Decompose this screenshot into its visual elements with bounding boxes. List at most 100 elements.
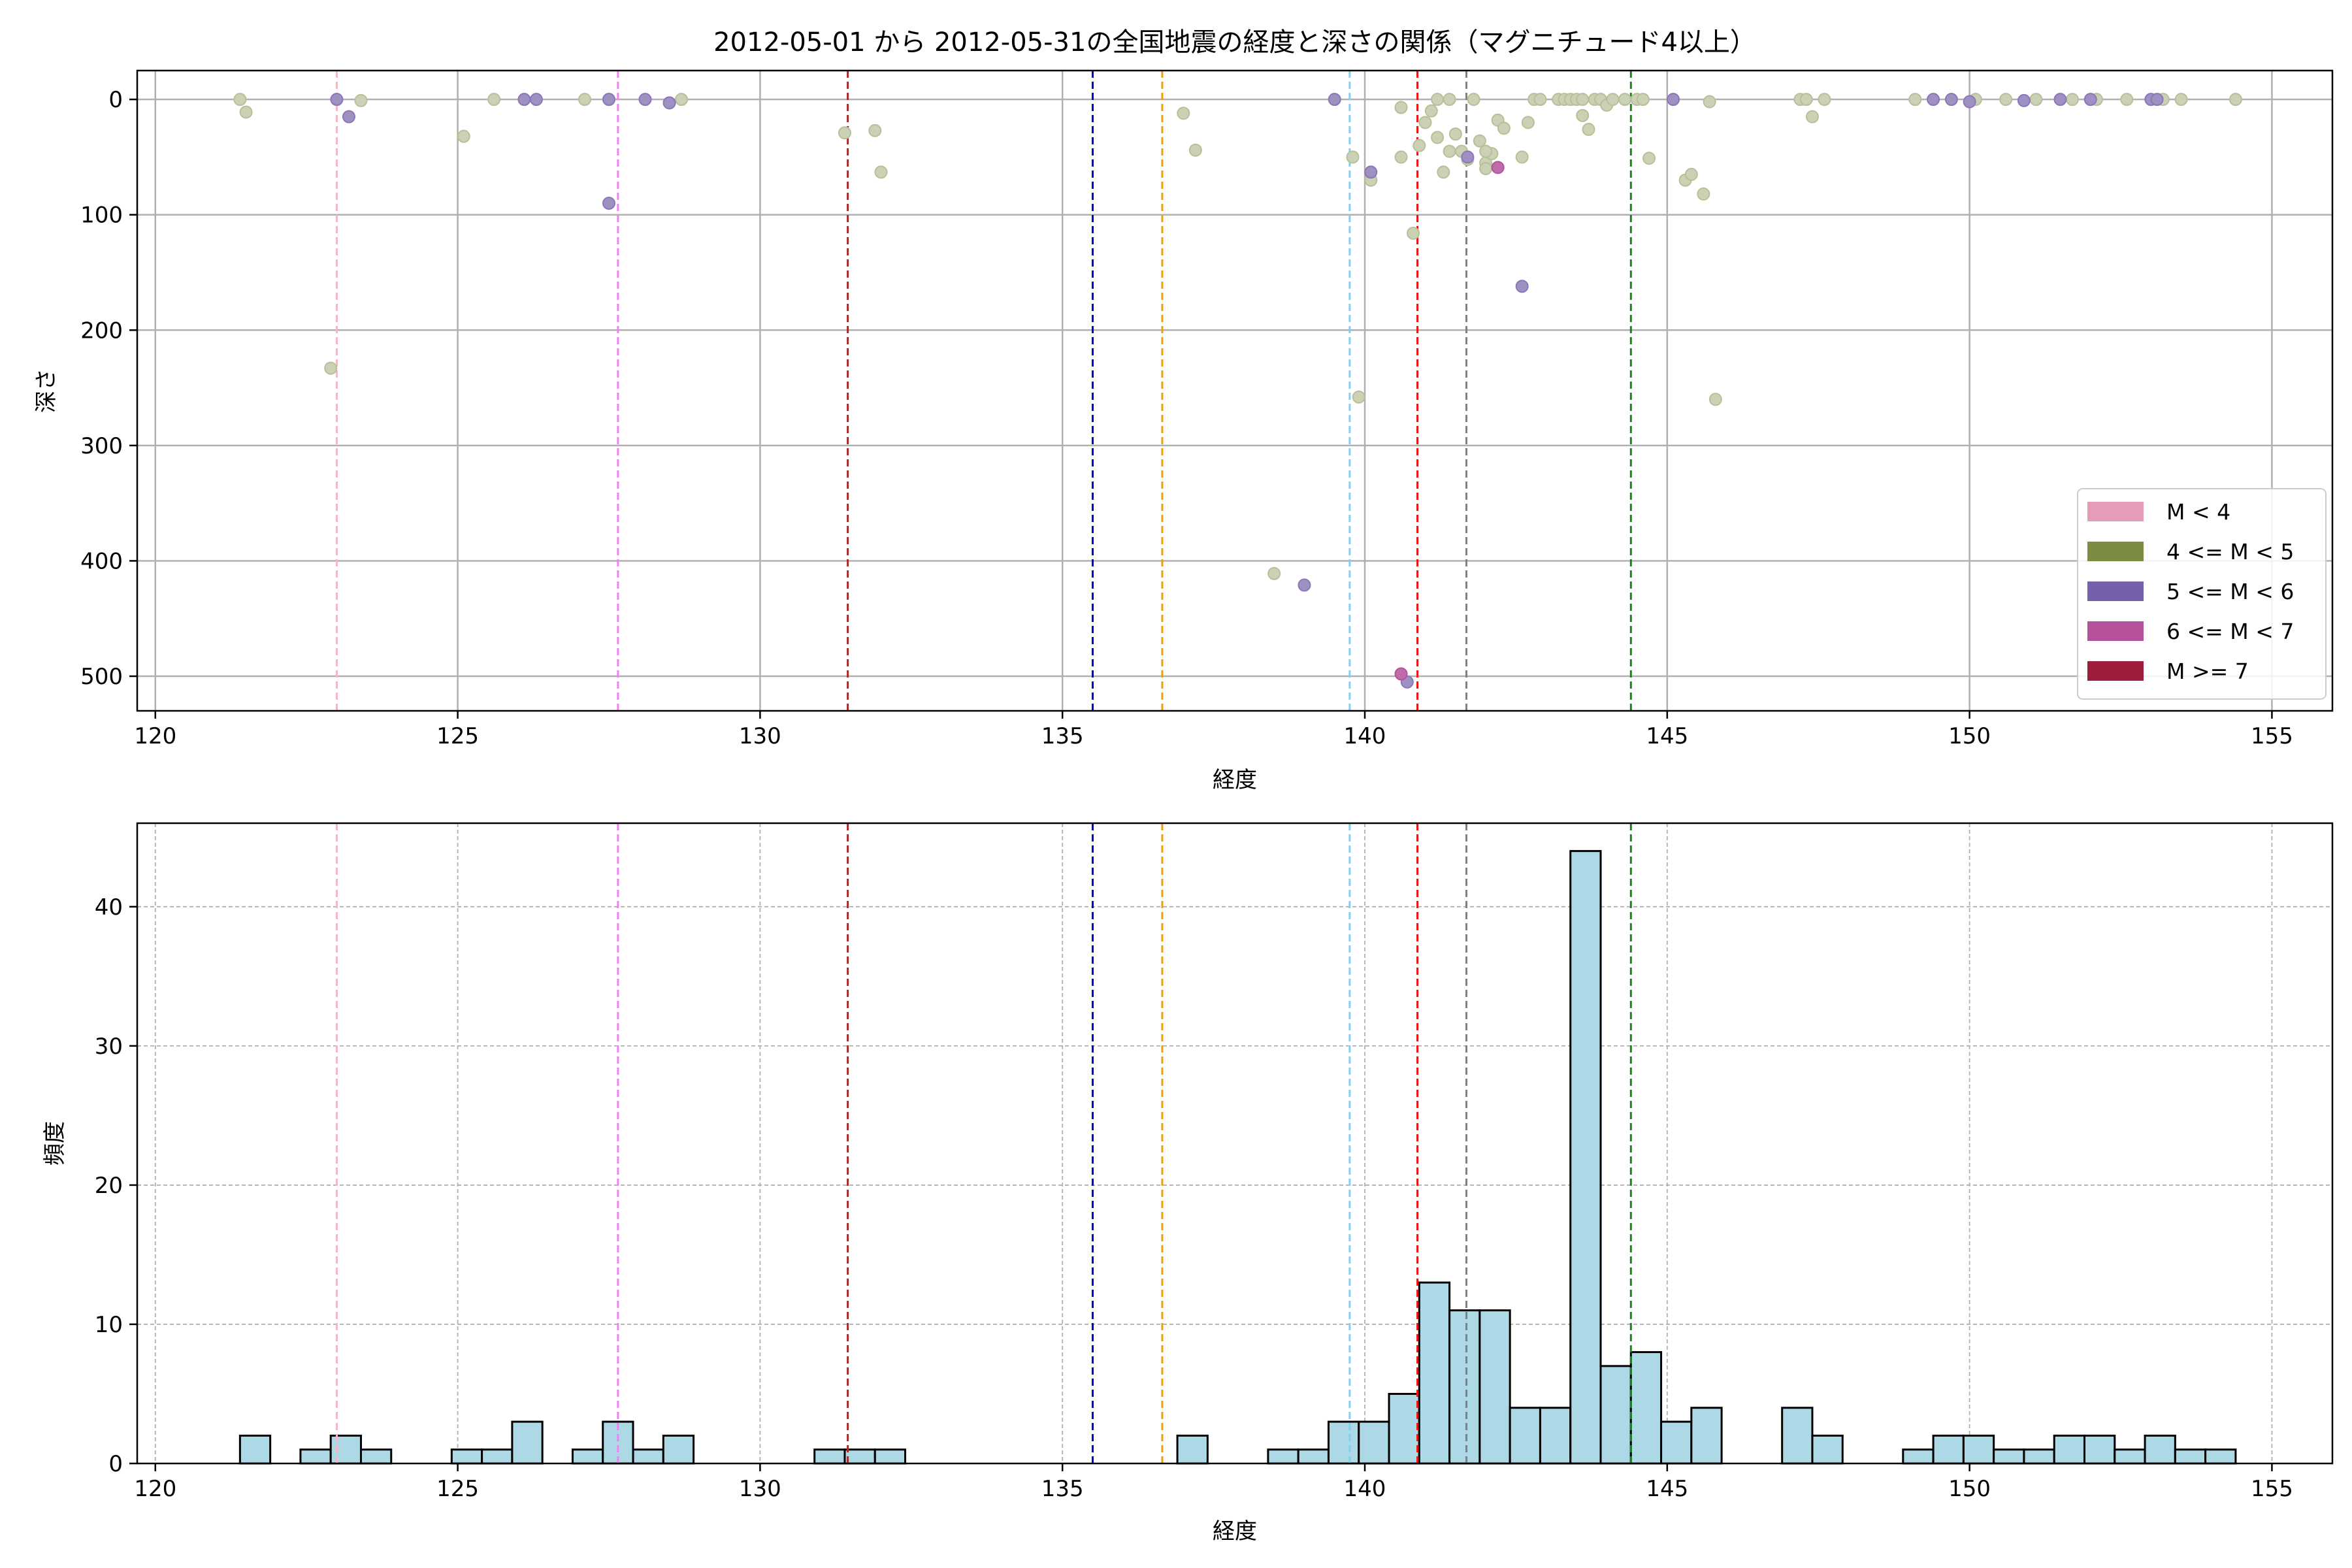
scatter-point xyxy=(233,93,247,106)
scatter-point xyxy=(1431,131,1445,144)
scatter-y-tick-label: 400 xyxy=(80,548,123,574)
scatter-point xyxy=(1618,93,1632,106)
scatter-y-tick-label: 500 xyxy=(80,664,123,690)
scatter-point xyxy=(1703,95,1716,108)
histogram-y-ticks: 0 10 20 30 40 xyxy=(95,894,137,1477)
histogram-bar xyxy=(571,1448,604,1465)
scatter-y-ticks: 0 100 200 300 400 500 xyxy=(80,87,137,690)
histogram-axes-frame xyxy=(136,822,2334,1465)
histogram-bar xyxy=(1358,1420,1390,1465)
histogram-bar xyxy=(2053,1434,2085,1465)
histogram-x-axis-label: 経度 xyxy=(1213,1518,1257,1544)
scatter-x-tick-label: 155 xyxy=(2251,723,2293,749)
legend-swatch xyxy=(2087,502,2144,521)
scatter-point xyxy=(2065,93,2079,106)
scatter-point xyxy=(1491,161,1505,174)
legend-swatch xyxy=(2087,581,2144,601)
scatter-point xyxy=(1394,150,1408,164)
legend-box xyxy=(2077,488,2327,700)
scatter-point xyxy=(1963,95,1976,108)
scatter-x-tick-label: 130 xyxy=(739,723,781,749)
histogram-y-tick-label: 0 xyxy=(108,1451,123,1477)
legend-label: M >= 7 xyxy=(2166,659,2249,684)
scatter-point xyxy=(602,197,615,210)
scatter-point xyxy=(2017,93,2031,107)
scatter-point xyxy=(1708,393,1722,406)
scatter-point xyxy=(1394,667,1408,681)
scatter-point xyxy=(1642,152,1656,165)
scatter-point xyxy=(1418,116,1432,129)
histogram-bar xyxy=(1811,1434,1844,1465)
histogram-x-tick-label: 125 xyxy=(436,1476,479,1502)
legend-label: M < 4 xyxy=(2166,499,2230,525)
histogram-bar xyxy=(1539,1407,1572,1465)
scatter-point xyxy=(1437,165,1450,179)
histogram-y-tick-label: 40 xyxy=(95,894,123,921)
scatter-point xyxy=(1684,167,1698,181)
scatter-point xyxy=(1515,150,1529,164)
scatter-point xyxy=(1818,93,1831,106)
scatter-point xyxy=(1636,93,1650,106)
scatter-point xyxy=(529,93,543,106)
scatter-chart: 120 125 130 135 140 145 150 155 0 100 200 300 400 50… xyxy=(33,69,2334,793)
scatter-point xyxy=(1805,110,1819,123)
scatter-reference-lines xyxy=(335,71,1632,711)
scatter-point xyxy=(874,165,888,179)
legend-swatch xyxy=(2087,661,2144,681)
histogram-y-tick-label: 30 xyxy=(95,1034,123,1060)
histogram-bar xyxy=(632,1448,664,1465)
scatter-point xyxy=(2120,93,2134,106)
scatter-y-axis-label: 深さ xyxy=(33,368,59,413)
scatter-x-axis-label: 経度 xyxy=(1213,767,1257,793)
scatter-x-tick-label: 135 xyxy=(1041,723,1084,749)
scatter-point xyxy=(1188,143,1202,157)
histogram-reference-lines xyxy=(335,823,1632,1463)
histogram-bar xyxy=(874,1448,907,1465)
legend-swatch xyxy=(2087,621,2144,641)
legend-items: M < 4 4 <= M < 5 5 <= M < 6 6 <= M < 7 M >= … xyxy=(2087,499,2294,684)
scatter-point xyxy=(1515,280,1529,293)
histogram-bar xyxy=(843,1448,876,1465)
scatter-point xyxy=(675,93,689,106)
scatter-x-tick-label: 145 xyxy=(1646,723,1688,749)
histogram-bar xyxy=(299,1448,332,1465)
histogram-bar xyxy=(1629,1351,1663,1465)
histogram-bar xyxy=(2114,1448,2146,1465)
scatter-point xyxy=(1533,93,1547,106)
scatter-point xyxy=(1497,122,1511,135)
scatter-point xyxy=(868,123,882,137)
histogram-bar xyxy=(2174,1448,2207,1465)
scatter-y-tick-label: 300 xyxy=(80,433,123,459)
histogram-x-tick-label: 150 xyxy=(1948,1476,1991,1502)
scatter-point xyxy=(1667,93,1680,106)
scatter-point xyxy=(1177,106,1190,120)
histogram-bar xyxy=(1267,1448,1299,1465)
scatter-point xyxy=(1364,165,1378,179)
histogram-chart: 120 125 130 135 140 145 150 155 0 10 20 30 40 経度 頻度 xyxy=(42,822,2334,1544)
scatter-point xyxy=(1576,108,1590,122)
scatter-x-tick-label: 120 xyxy=(134,723,176,749)
scatter-point xyxy=(1346,150,1360,164)
histogram-bar xyxy=(511,1420,544,1465)
scatter-point xyxy=(2053,93,2067,106)
histogram-bar xyxy=(329,1434,362,1465)
histogram-x-tick-label: 130 xyxy=(739,1476,781,1502)
histogram-bar xyxy=(1660,1420,1693,1465)
scatter-point xyxy=(2174,93,2188,106)
histogram-bar xyxy=(1297,1448,1330,1465)
histogram-bar xyxy=(1569,850,1602,1465)
histogram-bar xyxy=(1509,1407,1541,1465)
histogram-bars xyxy=(238,850,2237,1465)
histogram-x-tick-label: 155 xyxy=(2251,1476,2293,1502)
scatter-point xyxy=(517,93,531,106)
histogram-bar xyxy=(1327,1420,1360,1465)
scatter-point xyxy=(838,126,851,140)
scatter-y-tick-label: 0 xyxy=(108,87,123,113)
histogram-bar xyxy=(1962,1434,1995,1465)
scatter-point xyxy=(1443,93,1456,106)
scatter-point xyxy=(1448,127,1462,141)
scatter-point xyxy=(1908,93,1922,106)
scatter-x-tick-label: 125 xyxy=(436,723,479,749)
histogram-bar xyxy=(450,1448,483,1465)
scatter-point xyxy=(1298,578,1311,592)
